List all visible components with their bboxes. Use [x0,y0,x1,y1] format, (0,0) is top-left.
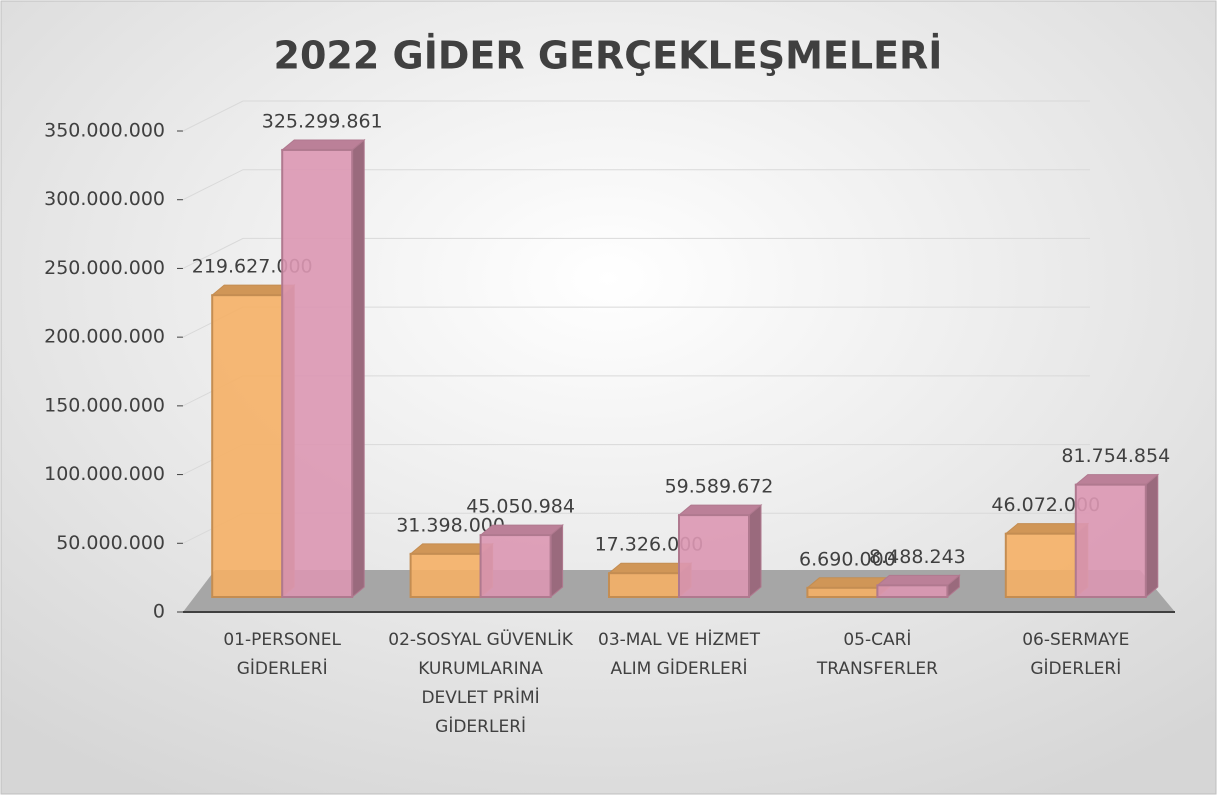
y-tick-label: 0 [153,601,165,623]
data-label: 6.690.000 [799,548,896,570]
data-label: 46.072.000 [991,494,1100,516]
bar [1004,532,1077,598]
data-label: 45.050.984 [466,496,575,518]
grid-line [182,100,1090,132]
x-tick-label: 01-PERSONEL GİDERLERİ [223,630,342,679]
bar [409,552,482,598]
bar [281,148,354,599]
data-label: 17.326.000 [595,534,704,556]
bar [876,584,949,598]
bar [1074,483,1147,599]
y-tick-label: 150.000.000 [44,394,165,416]
bar [608,572,680,599]
y-tick-label: 100.000.000 [44,463,165,485]
y-tick-label: 200.000.000 [44,326,165,348]
bar-side [351,138,365,599]
bar-side [1145,473,1159,599]
grid-line [182,169,1090,201]
chart-title: 2022 GİDER GERÇEKLEŞMELERİ [274,34,943,78]
y-tick-label: 350.000.000 [44,120,165,142]
x-tick-label: 02-SOSYAL GÜVENLİK KURUMLARINA DEVLET PR… [388,630,573,737]
x-tick-label: 05-CARİ TRANSFERLER [816,630,938,679]
bar-top [1074,474,1160,486]
y-tick-label: 50.000.000 [56,532,165,554]
data-label: 325.299.861 [262,110,383,132]
bar-top [280,139,366,151]
grid-line [182,237,1090,269]
y-tick-label: 250.000.000 [44,257,165,279]
bar-side [748,504,762,599]
x-tick-label: 03-MAL VE HİZMET ALIM GİDERLERİ [598,630,760,679]
data-label: 8.488.243 [869,546,966,568]
data-label: 31.398.000 [396,514,505,536]
bar-top [876,574,961,586]
x-tick-label: 06-SERMAYE GİDERLERİ [1022,630,1130,679]
bar [806,586,879,599]
bar-top [479,524,564,536]
bar [678,514,750,598]
bar [479,534,552,599]
data-label: 59.589.672 [665,476,774,498]
data-label: 81.754.854 [1061,445,1170,467]
bar-side [550,524,564,599]
bar [211,294,284,598]
bar-top [677,504,763,516]
y-tick-label: 300.000.000 [44,188,165,210]
